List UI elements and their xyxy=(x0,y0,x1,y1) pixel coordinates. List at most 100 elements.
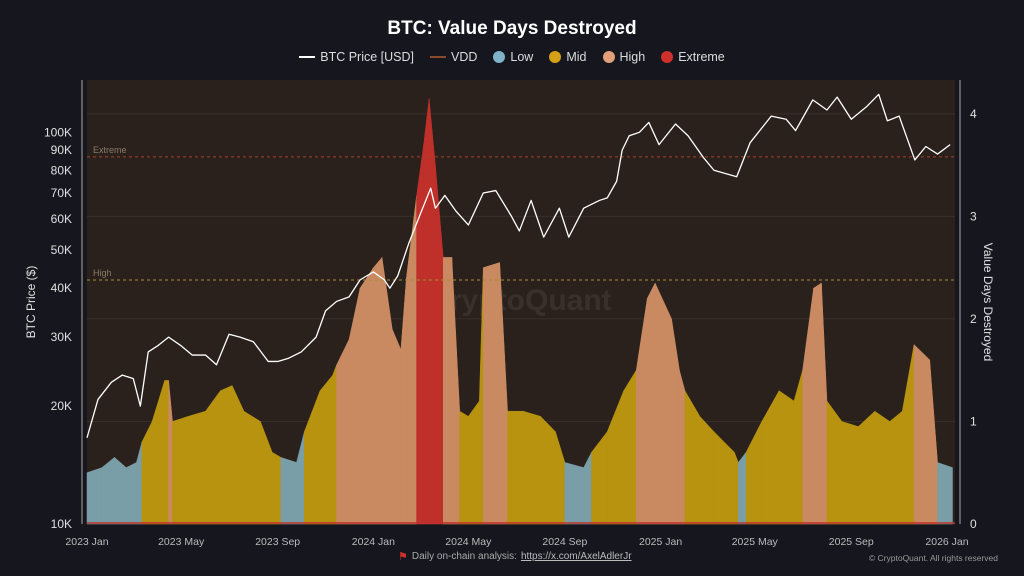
legend-item[interactable]: Extreme xyxy=(661,50,725,64)
vdd-segment-high xyxy=(679,370,686,525)
y-right-tick-label: 0 xyxy=(970,517,977,531)
y-left-tick-label: 100K xyxy=(44,125,72,139)
threshold-label: High xyxy=(93,268,112,278)
legend-label: Mid xyxy=(566,50,587,64)
vdd-segment-high xyxy=(647,282,656,525)
vdd-segment-mid xyxy=(271,451,282,525)
y-left-tick-label: 10K xyxy=(51,517,72,531)
y-left-tick-label: 40K xyxy=(51,281,72,295)
legend-label: VDD xyxy=(451,50,478,64)
y-left-tick-label: 20K xyxy=(51,399,72,413)
vdd-segment-high xyxy=(913,343,930,525)
vdd-segment-high xyxy=(391,329,402,525)
vdd-segment-high xyxy=(373,256,383,525)
vdd-segment-high xyxy=(336,339,350,525)
chart-title: BTC: Value Days Destroyed xyxy=(387,18,637,39)
threshold-label: Extreme xyxy=(93,145,127,155)
vdd-segment-mid xyxy=(164,380,169,525)
footer: ⚑ Daily on-chain analysis: https://x.com… xyxy=(398,550,632,563)
x-tick-label: 2026 Jan xyxy=(925,536,968,548)
legend-item[interactable]: VDD xyxy=(430,50,477,64)
y-right-tick-label: 2 xyxy=(970,312,977,326)
legend-marker xyxy=(430,56,446,58)
vdd-segment-mid xyxy=(468,400,480,525)
y-left-tick-label: 60K xyxy=(51,212,72,226)
x-tick-label: 2023 Jan xyxy=(65,536,108,548)
x-tick-label: 2024 May xyxy=(445,536,492,548)
legend-marker xyxy=(493,51,506,63)
legend-label: Extreme xyxy=(678,50,725,64)
legend-marker xyxy=(661,51,674,63)
vdd-segment-mid xyxy=(734,452,739,525)
legend-label: Low xyxy=(510,50,534,64)
y-left-axis-label: BTC Price ($) xyxy=(24,266,38,339)
vdd-segment-low xyxy=(86,467,103,525)
btc-price-line xyxy=(86,93,951,438)
footer-link[interactable]: https://x.com/AxelAdlerJr xyxy=(520,551,632,562)
vdd-segment-high xyxy=(483,262,500,525)
legend-marker xyxy=(549,51,562,63)
y-left-tick-label: 80K xyxy=(51,163,72,177)
vdd-segment-low xyxy=(738,451,747,525)
vdd-segment-low xyxy=(937,462,953,525)
flag-icon: ⚑ xyxy=(398,551,408,563)
vdd-segment-extreme xyxy=(428,98,436,525)
legend-marker xyxy=(602,51,615,63)
x-tick-label: 2025 Sep xyxy=(829,536,874,548)
vdd-segment-high xyxy=(813,282,822,525)
x-tick-label: 2025 May xyxy=(732,536,779,548)
y-right-tick-label: 4 xyxy=(970,107,977,121)
x-tick-label: 2024 Sep xyxy=(542,536,587,548)
vdd-segment-mid xyxy=(858,410,876,525)
footer-text: Daily on-chain analysis: xyxy=(411,551,517,562)
vdd-segment-mid xyxy=(778,390,795,525)
legend-item[interactable]: Mid xyxy=(549,50,587,64)
y-right-tick-label: 3 xyxy=(970,209,977,223)
legend-marker xyxy=(299,56,316,58)
legend-item[interactable]: High xyxy=(602,50,646,64)
vdd-segment-mid xyxy=(889,410,903,525)
y-left-tick-label: 50K xyxy=(51,243,72,257)
copyright: © CryptoQuant. All rights reserved xyxy=(868,553,998,563)
vdd-segment-high xyxy=(359,266,374,525)
vdd-segment-mid xyxy=(540,415,556,525)
x-tick-label: 2024 Jan xyxy=(352,536,395,548)
vdd-segment-mid xyxy=(332,364,337,525)
vdd-segment-mid xyxy=(623,369,637,525)
vdd-segment-extreme xyxy=(416,144,424,525)
vdd-segment-mid xyxy=(841,421,859,525)
legend-label: High xyxy=(619,50,646,64)
vdd-segment-mid xyxy=(319,374,333,525)
legend-item[interactable]: Low xyxy=(493,50,533,64)
y-left-tick-label: 70K xyxy=(51,186,72,200)
vdd-segment-low xyxy=(564,462,584,525)
vdd-segment-mid xyxy=(205,389,221,525)
vdd-segment-high xyxy=(654,282,672,525)
vdd-segment-low xyxy=(101,456,115,525)
vdd-segment-low xyxy=(114,456,127,525)
vdd-segment-mid xyxy=(826,400,843,525)
vdd-segment-mid xyxy=(243,410,261,525)
vdd-segment-mid xyxy=(187,410,206,525)
vdd-segment-low xyxy=(125,462,137,525)
y-right-axis-label: Value Days Destroyed xyxy=(981,243,995,362)
x-tick-label: 2025 Jan xyxy=(639,536,682,548)
vdd-segment-mid xyxy=(459,410,469,525)
y-left-tick-label: 90K xyxy=(51,143,72,157)
vdd-segment-high xyxy=(442,257,453,525)
vdd-segment-extreme xyxy=(423,98,430,525)
vdd-segment-mid xyxy=(699,415,715,525)
x-tick-label: 2023 Sep xyxy=(255,536,300,548)
watermark: CryptoQuant xyxy=(428,284,611,317)
vdd-segment-mid xyxy=(523,410,541,525)
y-left-tick-label: 30K xyxy=(51,330,72,344)
vdd-segment-mid xyxy=(507,410,524,525)
vdd-segment-mid xyxy=(172,415,189,525)
y-right-tick-label: 1 xyxy=(970,414,977,428)
legend: BTC Price [USD] VDD Low Mid High Extreme xyxy=(0,50,1024,64)
vdd-segment-low xyxy=(280,457,297,525)
legend-label: BTC Price [USD] xyxy=(320,50,414,64)
legend-item[interactable]: BTC Price [USD] xyxy=(299,50,414,64)
vdd-segment-mid xyxy=(220,385,233,525)
